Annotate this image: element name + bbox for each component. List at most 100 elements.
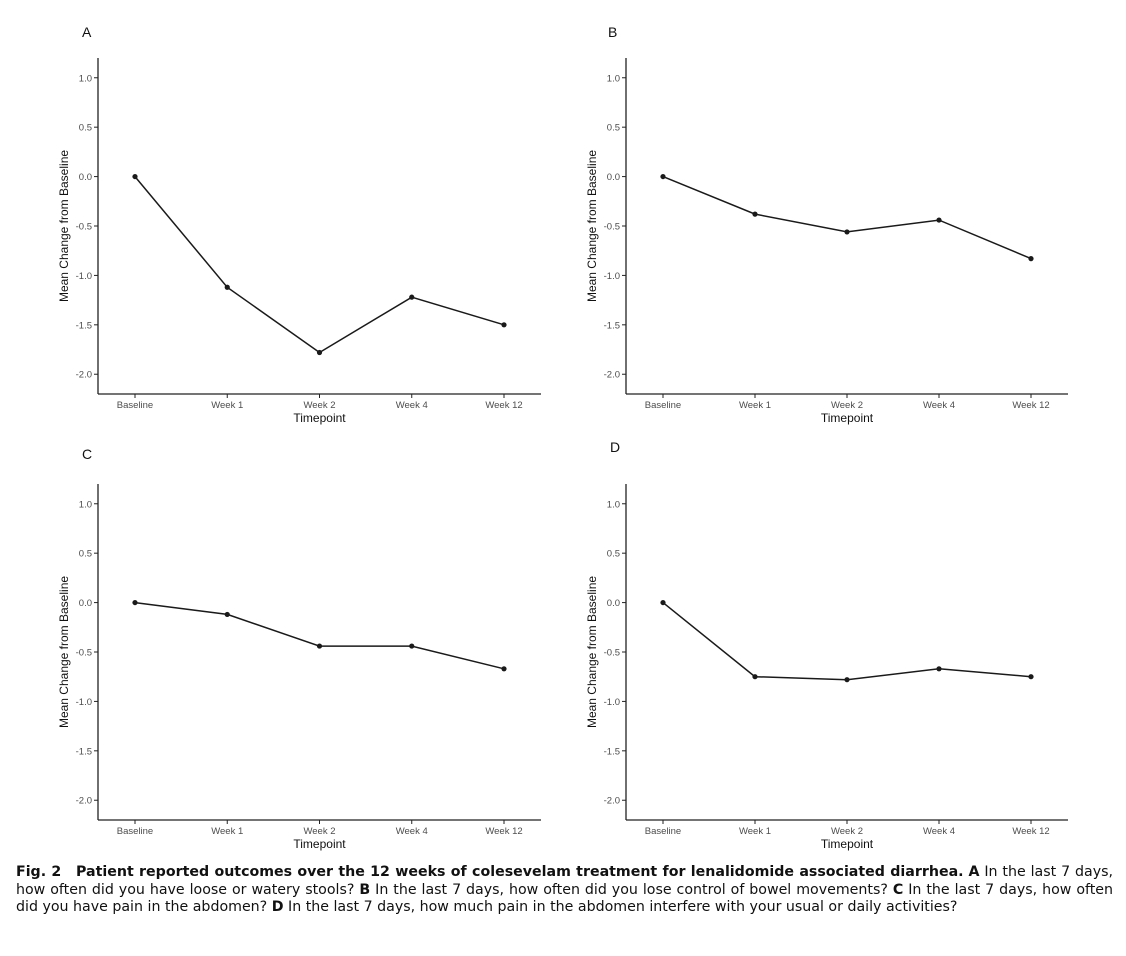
y-tick-label: -1.0 bbox=[76, 697, 92, 708]
x-tick-label: Week 1 bbox=[739, 826, 771, 837]
data-point bbox=[316, 643, 323, 649]
data-point bbox=[660, 599, 666, 606]
x-tick-label: Week 2 bbox=[303, 826, 335, 837]
y-tick-label: -1.5 bbox=[604, 746, 620, 757]
y-axis-label: Mean Change from Baseline bbox=[585, 150, 599, 302]
x-tick-label: Baseline bbox=[117, 400, 153, 411]
y-axis-label: Mean Change from Baseline bbox=[585, 576, 599, 728]
caption-a-label: A bbox=[968, 864, 980, 880]
caption-a-text: In the last 7 days, how often did you ha… bbox=[16, 864, 1113, 898]
caption-d-label: D bbox=[271, 899, 284, 915]
y-tick-label: 0.5 bbox=[607, 123, 620, 134]
y-tick-label: 0.0 bbox=[607, 598, 620, 609]
chart-panel-c: C 1.0 0.5 0.0 -0.5 -1.0 -1.5 -2.0 Baseline Week 1… bbox=[57, 446, 541, 851]
x-tick-label: Week 12 bbox=[485, 826, 522, 837]
panel-label: B bbox=[608, 24, 617, 40]
series-line bbox=[662, 602, 1032, 681]
x-tick-label: Week 4 bbox=[923, 826, 955, 837]
data-point bbox=[936, 217, 942, 223]
data-point bbox=[1028, 674, 1034, 680]
x-axis-label: Timepoint bbox=[821, 837, 874, 851]
panel-label: A bbox=[82, 24, 92, 40]
x-tick-label: Week 2 bbox=[831, 400, 863, 411]
y-tick-label: -2.0 bbox=[76, 370, 92, 381]
y-axis-label: Mean Change from Baseline bbox=[57, 150, 71, 302]
y-tick-label: -0.5 bbox=[76, 222, 92, 233]
x-axis-label: Timepoint bbox=[821, 411, 874, 425]
caption-fig-label: Fig. 2 bbox=[16, 864, 62, 880]
y-tick-label: 0.5 bbox=[607, 549, 620, 560]
data-point bbox=[501, 666, 507, 672]
data-point bbox=[752, 674, 758, 680]
figure-caption: Fig. 2 Patient reported outcomes over th… bbox=[16, 864, 1113, 917]
y-tick-label: 1.0 bbox=[79, 73, 92, 84]
data-point bbox=[844, 229, 850, 235]
y-tick-label: 1.0 bbox=[607, 73, 620, 84]
y-tick-label: 0.0 bbox=[79, 172, 92, 183]
y-tick-label: -1.0 bbox=[604, 697, 620, 708]
data-point bbox=[660, 173, 666, 180]
y-tick-label: 0.0 bbox=[79, 598, 92, 609]
caption-title: Patient reported outcomes over the 12 we… bbox=[75, 864, 964, 880]
x-tick-label: Week 12 bbox=[485, 400, 522, 411]
y-tick-label: -1.5 bbox=[604, 320, 620, 331]
x-tick-label: Week 4 bbox=[923, 400, 955, 411]
y-tick-label: 0.5 bbox=[79, 549, 92, 560]
figure-charts: A 1.0 0.5 0.0 -0.5 -1.0 -1.5 -2.0 Baseline Week 1… bbox=[57, 24, 1068, 851]
data-point bbox=[316, 349, 323, 356]
data-point bbox=[1028, 256, 1034, 262]
y-tick-label: 1.0 bbox=[79, 499, 92, 510]
caption-b-label: B bbox=[359, 881, 371, 898]
y-tick-label: 1.0 bbox=[607, 499, 620, 510]
caption-c-text: In the last 7 days, how often did you ha… bbox=[16, 881, 1114, 916]
panel-label: C bbox=[82, 446, 92, 462]
x-tick-label: Week 1 bbox=[211, 400, 243, 411]
x-tick-label: Baseline bbox=[117, 826, 153, 837]
data-point bbox=[409, 294, 415, 300]
x-tick-label: Week 4 bbox=[396, 400, 428, 411]
caption-c-label: C bbox=[892, 881, 904, 898]
chart-panel-b: B 1.0 0.5 0.0 -0.5 -1.0 -1.5 -2.0 Baseline Week 1… bbox=[585, 24, 1068, 425]
y-tick-label: -2.0 bbox=[76, 796, 92, 807]
x-tick-label: Week 12 bbox=[1012, 400, 1049, 411]
panel-label: D bbox=[610, 439, 620, 455]
data-point bbox=[132, 173, 138, 180]
chart-panel-a: A 1.0 0.5 0.0 -0.5 -1.0 -1.5 -2.0 Baseline Week 1… bbox=[57, 24, 541, 425]
data-point bbox=[936, 666, 942, 672]
y-tick-label: -0.5 bbox=[604, 222, 620, 233]
series-line bbox=[134, 601, 505, 670]
y-tick-label: -2.0 bbox=[604, 370, 620, 381]
caption-b-text: In the last 7 days, how often did you lo… bbox=[375, 881, 888, 898]
series-line bbox=[662, 175, 1032, 260]
y-tick-label: -1.5 bbox=[76, 320, 92, 331]
x-tick-label: Baseline bbox=[645, 400, 681, 411]
data-point bbox=[409, 643, 415, 649]
data-point bbox=[752, 211, 758, 217]
y-tick-label: 0.0 bbox=[607, 172, 620, 183]
y-axis-label: Mean Change from Baseline bbox=[57, 576, 71, 728]
y-tick-label: -1.0 bbox=[76, 271, 92, 282]
x-axis-label: Timepoint bbox=[293, 411, 346, 425]
y-tick-label: -0.5 bbox=[76, 648, 92, 659]
x-tick-label: Week 2 bbox=[831, 826, 863, 837]
y-tick-label: 0.5 bbox=[79, 123, 92, 134]
data-point bbox=[501, 322, 507, 328]
data-point bbox=[224, 284, 230, 290]
series-line bbox=[134, 176, 505, 354]
x-tick-label: Week 4 bbox=[396, 826, 428, 837]
y-tick-label: -0.5 bbox=[604, 648, 620, 659]
data-point bbox=[132, 599, 138, 606]
caption-d-text: In the last 7 days, how much pain in the… bbox=[288, 899, 958, 915]
data-point bbox=[844, 677, 850, 683]
chart-panel-d: D 1.0 0.5 0.0 -0.5 -1.0 -1.5 -2.0 Baseline Week 1… bbox=[585, 439, 1068, 851]
x-tick-label: Week 1 bbox=[739, 400, 771, 411]
data-point bbox=[224, 611, 230, 618]
x-axis-label: Timepoint bbox=[293, 837, 346, 851]
y-tick-label: -2.0 bbox=[604, 796, 620, 807]
x-tick-label: Week 1 bbox=[211, 826, 243, 837]
y-tick-label: -1.0 bbox=[604, 271, 620, 282]
x-tick-label: Week 2 bbox=[303, 400, 335, 411]
x-tick-label: Baseline bbox=[645, 826, 681, 837]
x-tick-label: Week 12 bbox=[1012, 826, 1049, 837]
y-tick-label: -1.5 bbox=[76, 746, 92, 757]
